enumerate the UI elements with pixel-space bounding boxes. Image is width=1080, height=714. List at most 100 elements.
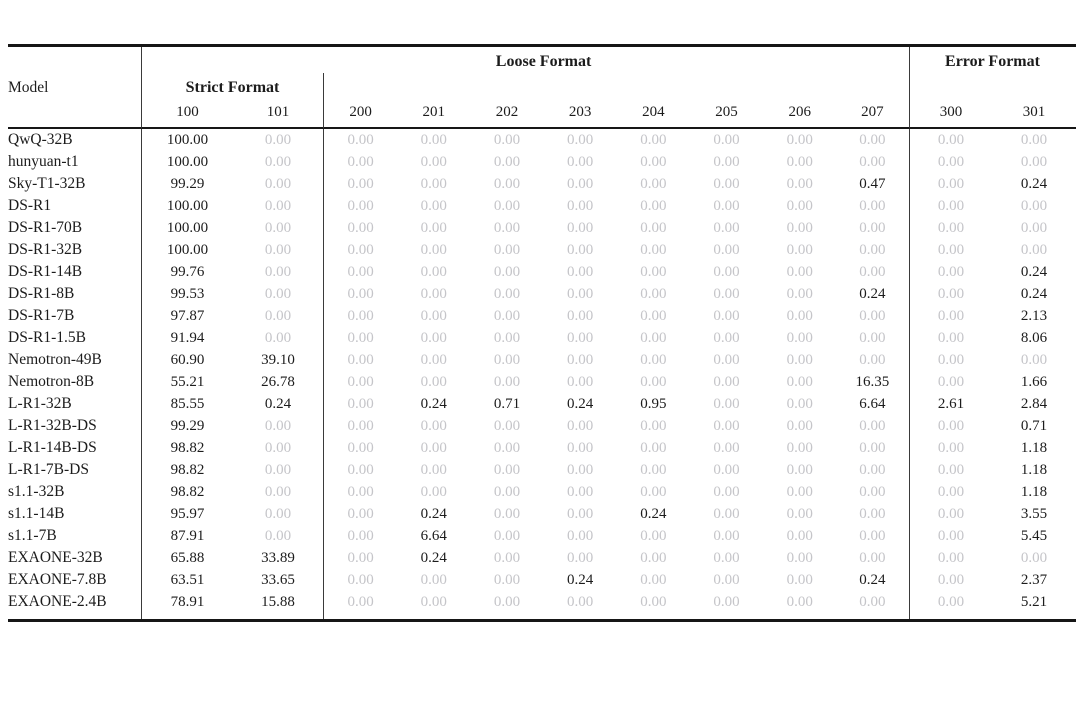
value-cell-301: 0.00 [1020,220,1048,236]
value-cell-300: 0.00 [937,286,965,302]
model-name: s1.1-14B [8,503,142,525]
value-cell-300: 0.00 [937,440,965,456]
value-cell-301: 0.00 [1020,352,1048,368]
value-cell-300: 0.00 [937,242,965,258]
model-name: DS-R1-7B [8,305,142,327]
value-cell-201: 0.00 [420,594,447,610]
header-spacer [8,47,142,73]
value-cell-202: 0.00 [493,242,521,258]
value-cell-101: 0.00 [233,239,324,261]
col-header-300: 300 [909,100,993,129]
value-cell-207: 0.00 [836,437,910,459]
value-cell-201: 0.00 [420,440,447,456]
value-cell-203: 0.00 [567,550,594,566]
value-cell-207: 0.00 [836,547,910,569]
model-name: L-R1-14B-DS [8,437,142,459]
value-cell-206: 0.00 [786,594,813,610]
value-cell-301: 5.45 [1020,528,1048,544]
value-cell-201: 0.00 [420,132,447,148]
value-cell-300: 0.00 [937,506,965,522]
model-column-header: Model [8,73,142,100]
value-cell-205: 0.00 [713,506,740,522]
value-cell-200: 0.00 [347,352,374,368]
value-cell-300: 0.00 [937,154,965,170]
table-bottom-spacer [910,613,993,619]
value-cell-100: 65.88 [170,550,205,566]
value-cell-100: 78.91 [170,594,205,610]
table-bottom-spacer [544,613,617,619]
value-cell-301: 2.13 [1020,308,1048,324]
value-cell-201: 0.00 [420,418,447,434]
table-bottom-spacer [233,613,324,619]
header-spacer [324,73,910,100]
value-cell-101: 0.24 [233,393,324,415]
value-cell-206: 0.00 [786,418,813,434]
table-bottom-spacer [690,613,763,619]
value-cell-205: 0.00 [713,198,740,214]
value-cell-206: 0.00 [786,242,813,258]
value-cell-204: 0.00 [640,198,667,214]
value-cell-200: 0.00 [347,396,374,412]
value-cell-207: 0.47 [836,173,910,195]
value-cell-203: 0.00 [567,286,594,302]
value-cell-101: 0.00 [233,129,324,151]
value-cell-203: 0.00 [567,242,594,258]
value-cell-301: 0.00 [1020,154,1048,170]
value-cell-200: 0.00 [347,264,374,280]
value-cell-300: 0.00 [937,308,965,324]
value-cell-100: 87.91 [170,528,205,544]
value-cell-101: 15.88 [233,591,324,613]
value-cell-201: 0.00 [420,286,447,302]
value-cell-200: 0.00 [347,308,374,324]
value-cell-301: 0.24 [1020,176,1048,192]
value-cell-204: 0.00 [640,220,667,236]
value-cell-202: 0.00 [493,352,521,368]
value-cell-101: 33.89 [233,547,324,569]
value-cell-202: 0.00 [493,198,521,214]
col-header-203: 203 [543,100,617,129]
group-label-loose: Loose Format [495,53,592,70]
value-cell-200: 0.00 [347,506,374,522]
value-cell-207: 0.00 [836,239,910,261]
value-cell-202: 0.00 [493,308,521,324]
value-cell-203: 0.00 [567,484,594,500]
header-spacer [8,100,142,129]
value-cell-207: 0.00 [836,195,910,217]
model-name: DS-R1 [8,195,142,217]
value-cell-100: 63.51 [170,572,205,588]
value-cell-206: 0.00 [786,330,813,346]
value-cell-207: 0.24 [836,569,910,591]
model-name: Nemotron-49B [8,349,142,371]
value-cell-201: 0.00 [420,198,447,214]
value-cell-200: 0.00 [347,374,374,390]
value-cell-202: 0.00 [493,572,521,588]
value-cell-200: 0.00 [347,242,374,258]
value-cell-206: 0.00 [786,374,813,390]
value-cell-204: 0.24 [640,506,667,522]
value-cell-202: 0.00 [493,132,521,148]
value-cell-207: 0.00 [836,459,910,481]
value-cell-203: 0.24 [567,396,594,412]
value-cell-100: 85.55 [170,396,205,412]
value-cell-300: 0.00 [937,198,965,214]
value-cell-202: 0.00 [493,440,521,456]
value-cell-203: 0.24 [567,572,594,588]
value-cell-101: 0.00 [233,503,324,525]
value-cell-200: 0.00 [347,462,374,478]
value-cell-300: 0.00 [937,132,965,148]
value-cell-205: 0.00 [713,176,740,192]
value-cell-100: 99.76 [170,264,205,280]
value-cell-101: 0.00 [233,261,324,283]
value-cell-201: 0.24 [420,506,447,522]
value-cell-200: 0.00 [347,594,374,610]
value-cell-300: 0.00 [937,352,965,368]
value-cell-203: 0.00 [567,440,594,456]
value-cell-300: 0.00 [937,462,965,478]
value-cell-301: 1.66 [1020,374,1048,390]
col-header-206: 206 [763,100,837,129]
model-name: L-R1-32B [8,393,142,415]
value-cell-204: 0.00 [640,440,667,456]
table-bottom-spacer [763,613,836,619]
value-cell-207: 16.35 [836,371,910,393]
model-name: EXAONE-32B [8,547,142,569]
